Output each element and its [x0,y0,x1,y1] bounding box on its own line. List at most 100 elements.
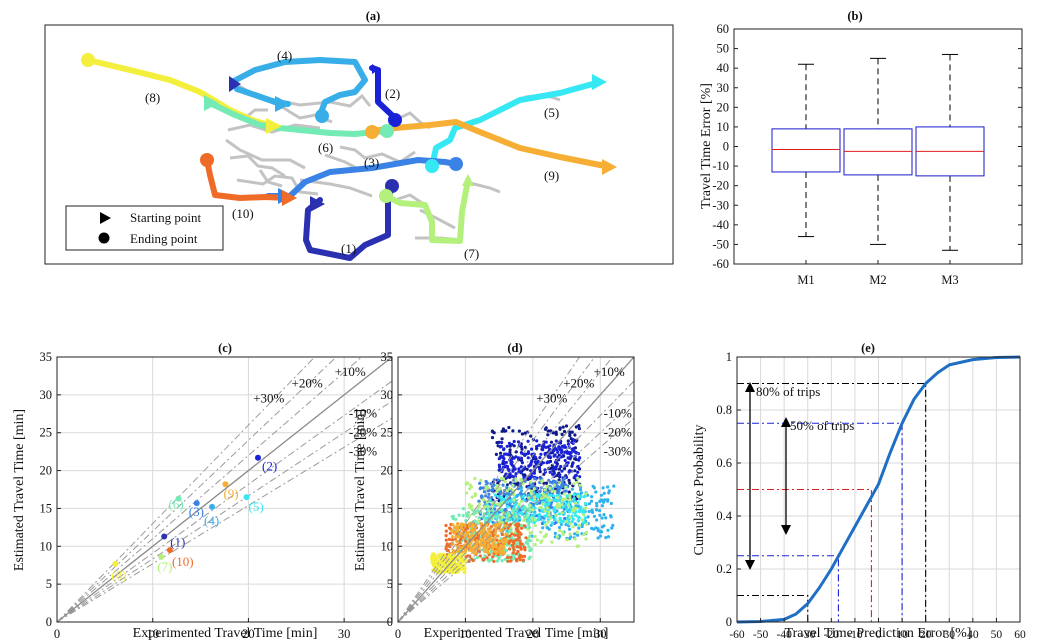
data-point [490,436,495,440]
y-tick-label: -40 [712,218,729,232]
data-point [491,555,495,559]
data-point [487,545,491,549]
y-tick-label: 30 [40,388,53,402]
data-point [468,541,472,546]
data-point [560,503,564,507]
data-point [533,460,537,464]
data-point [497,556,501,560]
data-point [484,479,488,484]
data-point [522,554,527,559]
x-tick-label: 20 [920,629,932,641]
data-point [539,530,543,534]
data-point [519,532,523,536]
data-point [558,516,562,521]
data-point [554,513,558,517]
point-(9) [222,481,229,488]
data-point [473,476,477,481]
data-point [543,520,547,524]
panel-e-title: (e) [861,341,875,355]
data-point [496,478,500,482]
data-point [576,519,580,523]
data-point [509,559,513,563]
y-tick-label: 60 [717,22,730,36]
data-point [516,549,520,554]
data-point [548,516,553,520]
data-point [522,498,526,502]
panel-c-xlabel: Experimented Travel Time [min] [133,626,318,641]
data-point [526,477,530,481]
data-point [583,501,588,506]
data-point [505,489,509,493]
data-point [466,544,470,549]
data-point [516,440,521,444]
data-point [561,532,565,536]
data-point [599,529,603,533]
data-point [519,499,524,503]
x-tick-label: -10 [847,629,863,641]
x-tick-label: M1 [797,273,814,287]
data-point [558,496,562,500]
data-point [573,532,577,536]
start-marker-4b [275,96,291,112]
data-point [555,504,559,508]
data-point [557,467,562,471]
y-tick-label: 0 [723,140,729,154]
data-point [577,523,581,527]
ref-line-label: -10% [349,406,377,421]
data-point [518,511,522,515]
data-point [576,492,580,496]
data-point [548,470,552,474]
x-tick-label: -60 [729,629,745,641]
data-point [529,434,533,438]
data-point [538,501,542,505]
data-point [513,501,517,505]
data-point [553,517,557,521]
data-point [556,519,561,523]
data-point [572,497,576,501]
data-point [541,526,545,530]
data-point [527,557,531,561]
panel-c-ylabel: Estimated Travel Time [min] [12,409,27,571]
arrow-80-up [745,382,755,392]
data-point [541,502,545,506]
data-point [478,554,482,558]
data-point [535,493,539,497]
data-point [554,465,558,469]
y-tick-label: 30 [717,81,730,95]
data-point [512,456,516,460]
data-point [528,534,532,538]
data-point [536,495,540,499]
data-point [594,490,598,494]
data-point [504,532,508,536]
data-point [546,429,550,433]
data-point [488,499,492,503]
data-point [585,522,589,526]
panel-b-title: (b) [847,9,862,23]
data-point [560,485,564,489]
data-point [607,491,611,495]
data-point [523,431,527,435]
data-point [575,544,579,548]
data-point [548,486,552,490]
data-point [456,522,460,526]
data-point [574,506,578,510]
data-point [444,534,448,538]
cdf-curve [736,355,1021,624]
data-point [602,513,606,517]
data-point [540,521,545,526]
panel-d-xlabel: Experimented Travel Time [min] [424,626,609,641]
data-point [533,524,538,528]
data-point [471,558,475,563]
data-point [444,538,448,542]
data-point [552,509,556,513]
data-point [501,459,505,463]
data-point [568,434,572,438]
panel-e-arrows [745,382,791,570]
data-point [468,554,472,558]
data-point [516,537,520,541]
data-point [562,444,567,448]
data-point [499,451,503,455]
data-point [525,467,529,471]
y-tick-label: 0.8 [716,403,732,417]
data-point [533,477,537,481]
